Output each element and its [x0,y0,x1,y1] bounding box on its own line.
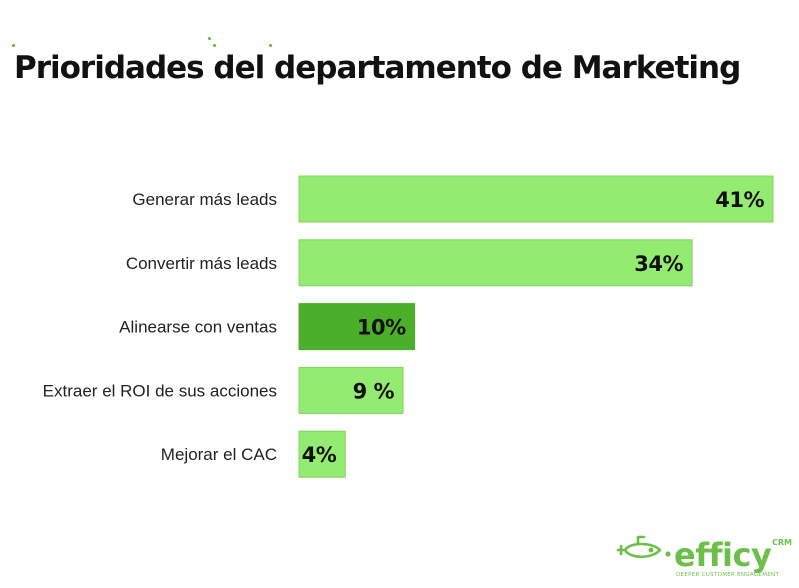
decorative-dot [269,44,272,47]
bar [298,239,693,287]
decorative-dot [213,44,216,47]
value-label: 41% [715,188,764,212]
category-label: Generar más leads [132,190,277,209]
efficy-logo: efficy CRM DEEPER CUSTOMER ENGAGEMENT [616,535,792,578]
category-label: Extraer el ROI de sus acciones [43,381,277,400]
logo-dot [665,551,671,557]
category-label: Alinearse con ventas [119,318,277,337]
value-label: 34% [634,252,683,276]
value-label: 4% [302,443,337,467]
logo-tagline: DEEPER CUSTOMER ENGAGEMENT [676,572,779,578]
bar [298,175,774,223]
logo-wordmark: efficy [674,536,772,574]
category-label: Convertir más leads [126,254,277,273]
value-label: 9 % [353,379,395,403]
category-label: Mejorar el CAC [161,445,277,464]
logo-crm: CRM [772,538,792,547]
decorative-dot [12,44,15,47]
bar [298,303,416,351]
bar [298,366,404,414]
submarine-icon [616,535,662,559]
value-label: 10% [357,316,406,340]
bar [298,430,346,478]
decorative-dot [208,37,211,40]
page-title: Prioridades del departamento de Marketin… [14,50,741,86]
